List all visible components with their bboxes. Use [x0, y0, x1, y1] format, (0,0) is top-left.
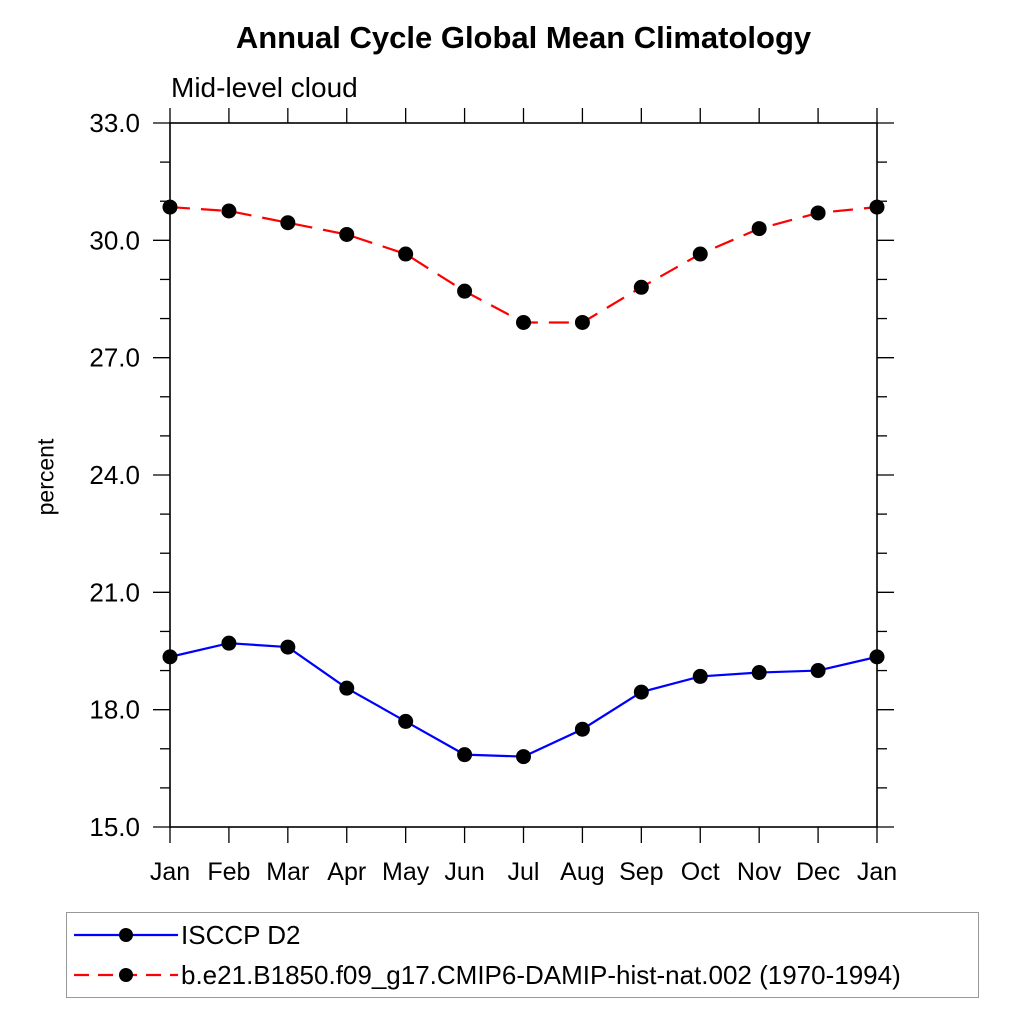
data-point-marker	[633, 684, 649, 700]
x-tick-label: May	[382, 858, 430, 886]
y-tick-label: 33.0	[89, 108, 140, 138]
data-point-marker	[692, 246, 708, 262]
x-tick-label: Dec	[796, 858, 840, 886]
y-tick-label: 30.0	[89, 225, 140, 255]
data-point-marker	[516, 749, 531, 765]
legend-dashed-line-sample-icon	[74, 968, 178, 982]
y-tick-label: 27.0	[89, 343, 140, 373]
series-line-1	[169, 205, 878, 324]
data-point-marker	[633, 279, 649, 295]
x-tick-label: Apr	[327, 858, 366, 886]
data-point-marker	[574, 721, 590, 737]
data-point-marker	[457, 747, 473, 763]
data-point-marker	[398, 713, 414, 729]
data-point-marker	[457, 283, 473, 299]
data-point-marker	[692, 668, 708, 684]
y-tick-label: 21.0	[89, 577, 140, 607]
data-point-marker	[810, 205, 826, 221]
x-tick-label: Feb	[207, 858, 250, 886]
data-point-marker	[280, 639, 296, 655]
data-point-marker	[339, 226, 355, 242]
chart-title: Annual Cycle Global Mean Climatology	[235, 20, 812, 55]
data-point-marker	[751, 665, 767, 681]
data-point-marker	[810, 663, 826, 679]
legend-box: ISCCP D2 b.e21.B1850.f09_g17.CMIP6-DAMIP…	[66, 912, 979, 998]
x-tick-label: Jul	[508, 858, 540, 886]
legend-label-model-run: b.e21.B1850.f09_g17.CMIP6-DAMIP-hist-nat…	[181, 959, 901, 990]
legend-label-isccp-d2: ISCCP D2	[181, 919, 301, 950]
legend-item-model-run: b.e21.B1850.f09_g17.CMIP6-DAMIP-hist-nat…	[67, 955, 978, 995]
data-point-marker	[398, 246, 414, 262]
data-point-marker	[221, 203, 237, 219]
y-tick-label: 15.0	[89, 812, 140, 842]
x-tick-label: Jun	[444, 858, 484, 886]
x-tick-label: Sep	[619, 858, 663, 886]
x-tick-label: Jan	[857, 858, 897, 886]
x-tick-label: Nov	[737, 858, 782, 886]
data-point-marker	[339, 680, 355, 696]
legend-solid-line-sample-icon	[74, 928, 178, 942]
data-point-marker	[280, 215, 296, 231]
data-point-marker	[162, 649, 178, 665]
series-line-0	[169, 642, 878, 758]
legend-item-isccp-d2: ISCCP D2	[67, 915, 978, 955]
x-tick-label: Aug	[560, 858, 604, 886]
chart-subtitle: Mid-level cloud	[171, 72, 358, 103]
y-tick-label: 18.0	[89, 695, 140, 725]
x-tick-label: Oct	[681, 858, 720, 886]
data-point-marker	[516, 314, 531, 330]
y-tick-label: 24.0	[89, 460, 140, 490]
data-point-marker	[574, 314, 590, 330]
data-point-marker	[221, 635, 237, 651]
x-tick-label: Mar	[266, 858, 309, 886]
data-point-marker	[869, 199, 885, 215]
data-point-marker	[751, 221, 767, 237]
x-tick-label: Jan	[150, 858, 190, 886]
data-point-marker	[869, 649, 885, 665]
data-point-marker	[162, 199, 178, 215]
plot-frame	[169, 122, 878, 828]
